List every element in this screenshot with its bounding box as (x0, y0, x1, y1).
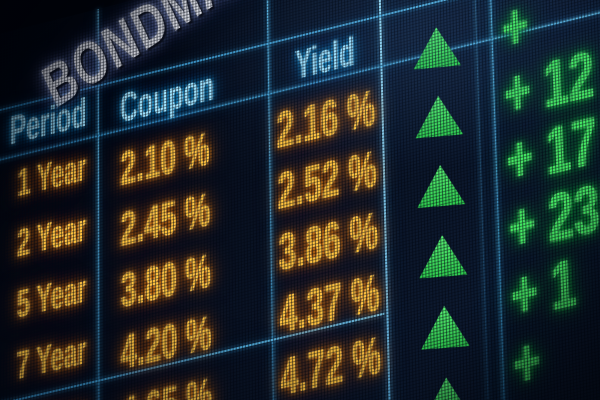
coupon-column: Coupon 2.10 % 2.45 % 3.80 % 4.20 % 4.65 … (98, 43, 275, 400)
up-arrow-icon (412, 25, 461, 70)
up-arrow-icon (414, 94, 463, 139)
trend-column (380, 0, 504, 400)
change-column: + + 12 + 17 + 23 + 1 + (490, 0, 600, 400)
up-arrow-icon (421, 376, 471, 400)
yield-header: Yield (294, 28, 355, 88)
yield-column: Yield 2.16 % 2.52 % 3.86 % 4.37 % 4.72 % (268, 15, 390, 400)
up-arrow-icon (417, 233, 467, 278)
period-column: Period 1 Year 2 Year 5 Year 7 Year 10 Ye… (0, 85, 99, 400)
up-arrow-icon (416, 163, 465, 208)
up-arrow-icon (419, 304, 469, 350)
